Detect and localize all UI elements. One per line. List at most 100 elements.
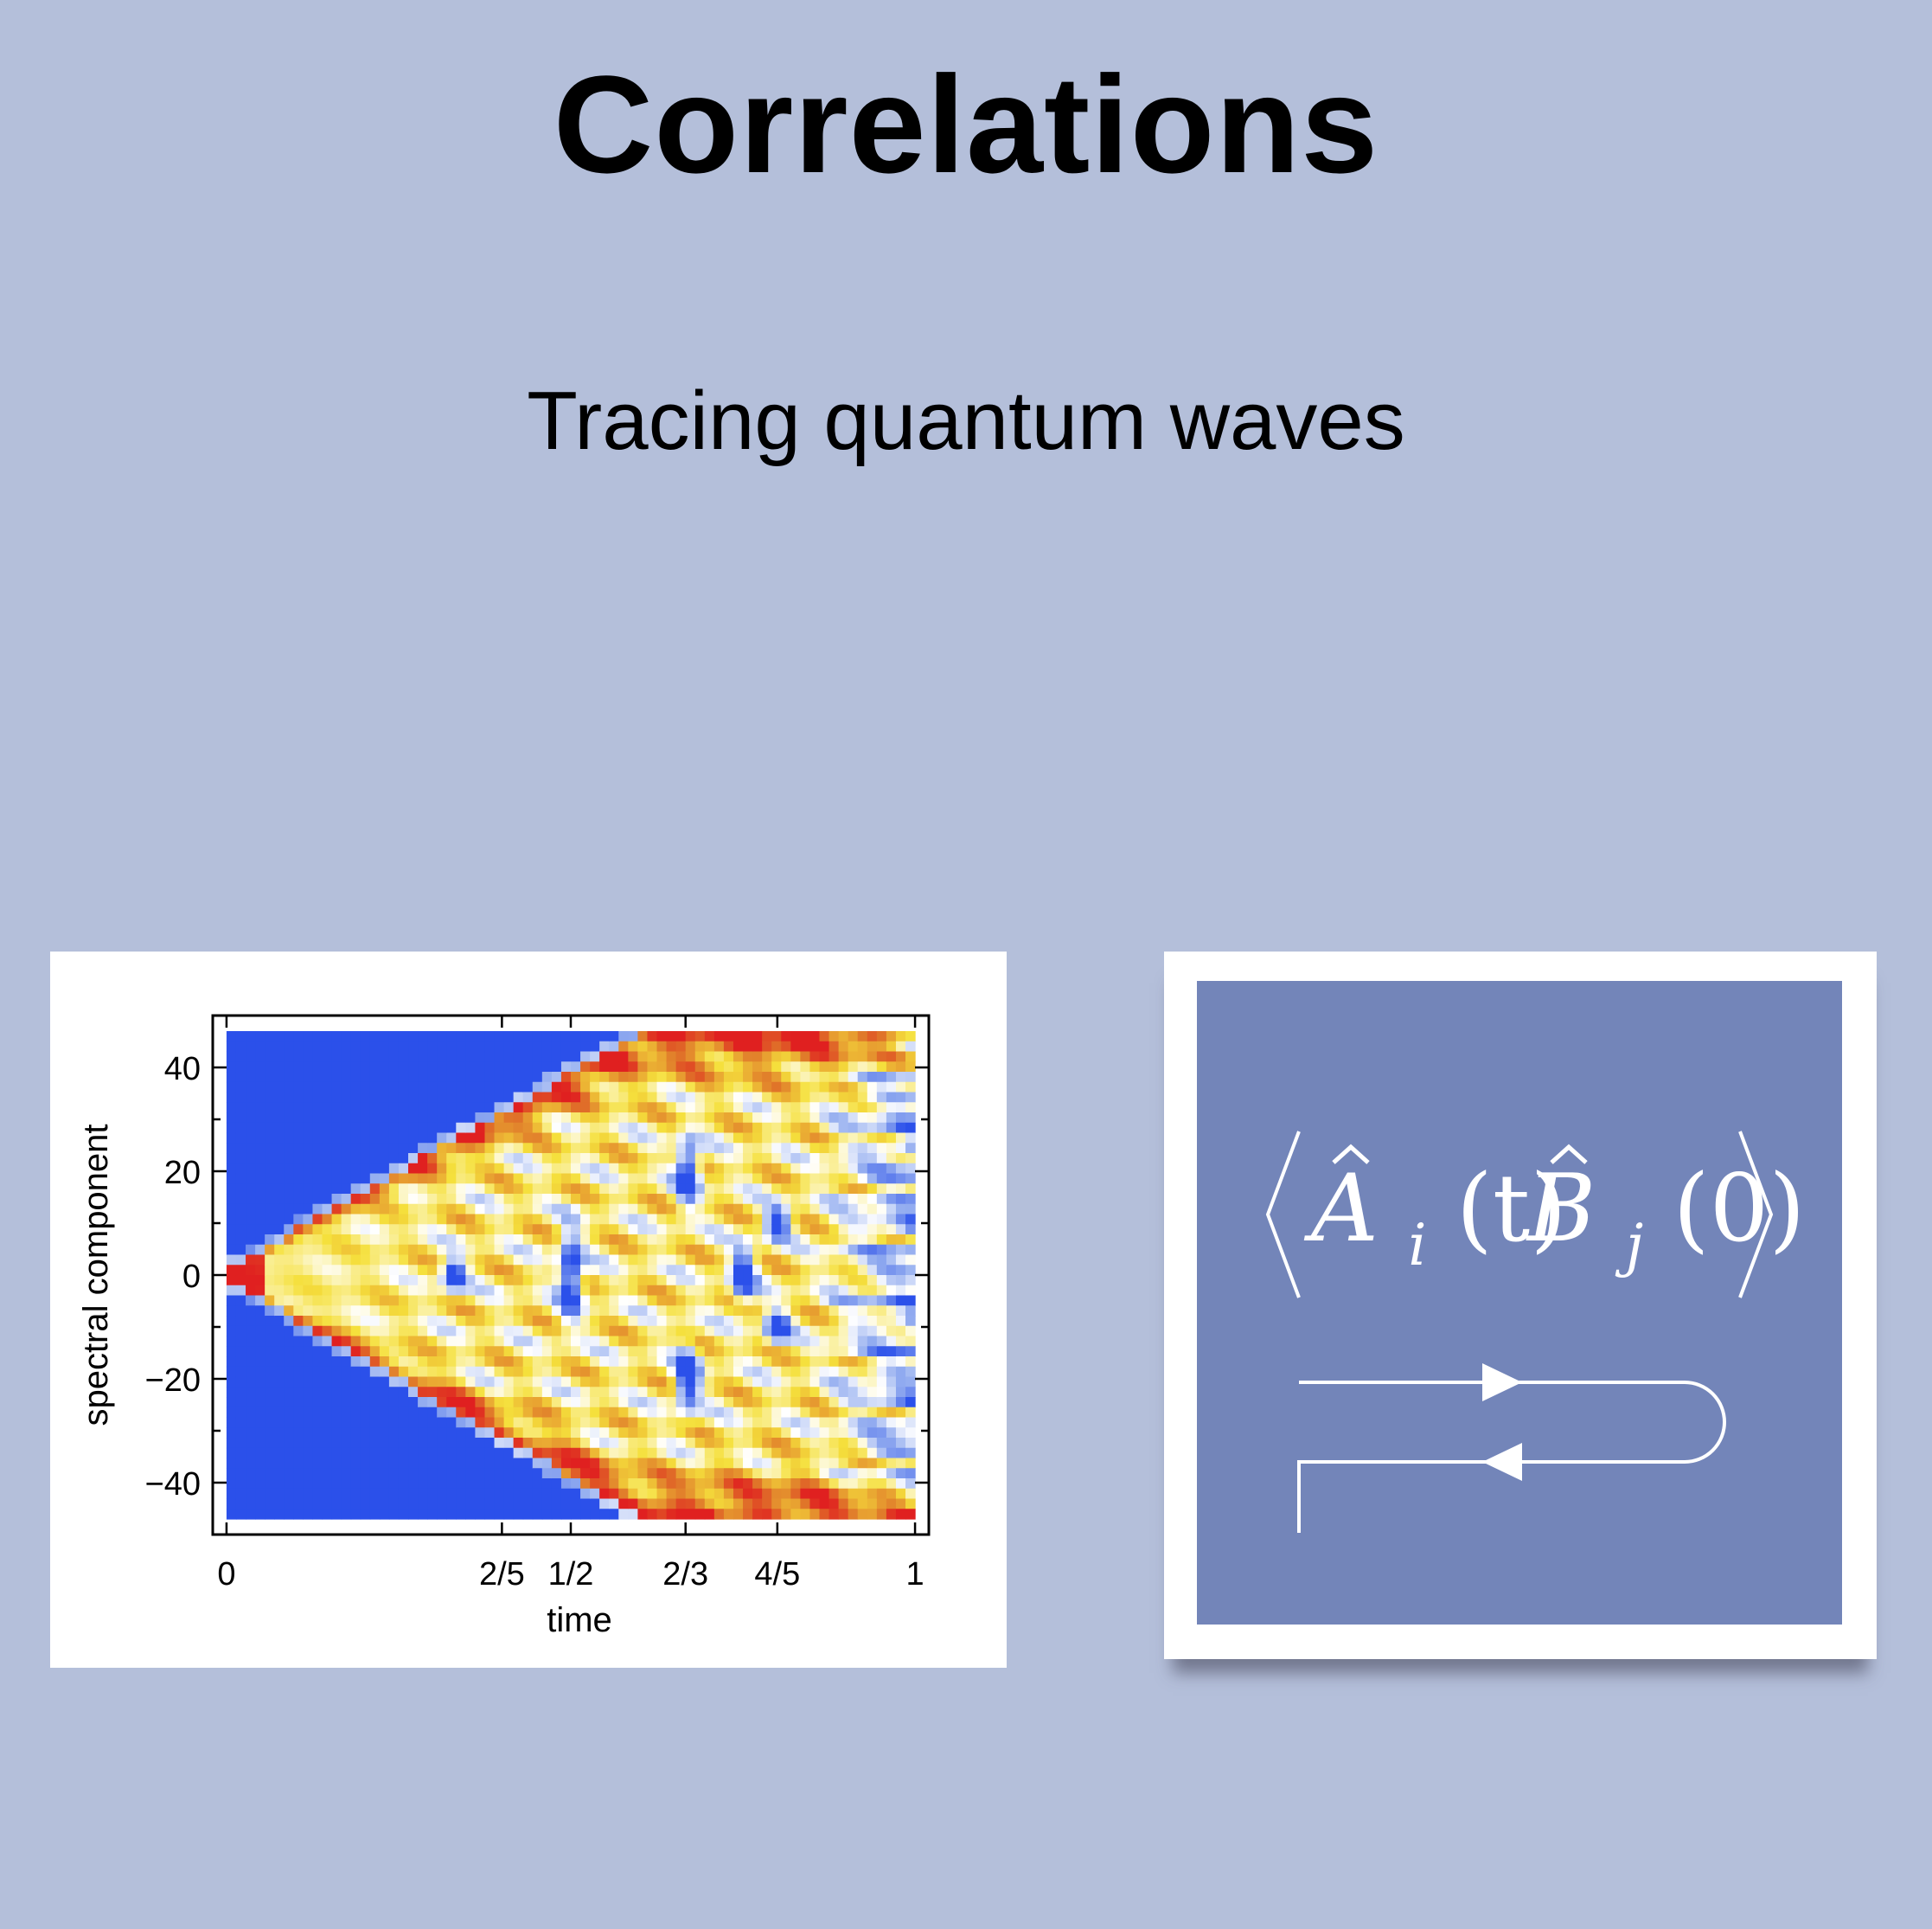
heatmap-cell — [905, 1112, 916, 1124]
heatmap-cell — [590, 1183, 600, 1195]
heatmap-cell — [503, 1397, 515, 1408]
heatmap-cell — [532, 1366, 543, 1378]
heatmap-cell — [408, 1203, 419, 1215]
heatmap-cell — [809, 1305, 821, 1317]
heatmap-cell — [408, 1234, 419, 1246]
heatmap-cell — [560, 1102, 572, 1113]
heatmap-cell — [723, 1031, 734, 1042]
heatmap-cell — [284, 1061, 294, 1073]
heatmap-cell — [341, 1214, 352, 1225]
heatmap-cell — [637, 1254, 649, 1266]
heatmap-cell — [905, 1438, 916, 1449]
heatmap-cell — [571, 1316, 581, 1327]
heatmap-cell — [895, 1132, 906, 1144]
heatmap-cell — [694, 1122, 706, 1134]
heatmap-cell — [704, 1417, 715, 1428]
heatmap-cell — [675, 1447, 687, 1459]
heatmap-cell — [437, 1183, 447, 1195]
heatmap-cell — [408, 1356, 419, 1368]
heatmap-cell — [637, 1153, 649, 1164]
heatmap-cell — [666, 1447, 677, 1459]
heatmap-cell — [350, 1366, 361, 1378]
heatmap-cell — [809, 1072, 821, 1083]
heatmap-cell — [312, 1122, 323, 1134]
heatmap-cell — [666, 1224, 677, 1235]
heatmap-cell — [609, 1498, 619, 1509]
heatmap-cell — [235, 1366, 246, 1378]
heatmap-cell — [618, 1102, 629, 1113]
heatmap-cell — [541, 1102, 553, 1113]
heatmap-cell — [704, 1438, 715, 1449]
heatmap-cell — [541, 1346, 553, 1357]
heatmap-cell — [685, 1447, 696, 1459]
heatmap-cell — [503, 1295, 515, 1306]
heatmap-cell — [427, 1143, 438, 1154]
heatmap-cell — [322, 1376, 333, 1387]
heatmap-cell — [704, 1285, 715, 1297]
heatmap-cell — [809, 1153, 821, 1164]
heatmap-cell — [398, 1376, 409, 1387]
heatmap-cell — [235, 1254, 246, 1266]
heatmap-cell — [265, 1346, 275, 1357]
heatmap-cell — [809, 1509, 821, 1520]
heatmap-cell — [628, 1234, 639, 1246]
heatmap-cell — [656, 1325, 668, 1337]
heatmap-cell — [532, 1194, 543, 1205]
heatmap-cell — [226, 1254, 237, 1266]
heatmap-cell — [790, 1092, 801, 1103]
heatmap-cell — [905, 1041, 916, 1053]
heatmap-cell — [637, 1122, 649, 1134]
heatmap-cell — [331, 1031, 342, 1042]
heatmap-cell — [905, 1407, 916, 1419]
heatmap-cell — [886, 1143, 897, 1154]
heatmap-cell — [637, 1112, 649, 1124]
heatmap-cell — [647, 1447, 658, 1459]
heatmap-cell — [312, 1478, 323, 1490]
heatmap-cell — [522, 1173, 534, 1184]
heatmap-cell — [743, 1509, 753, 1520]
heatmap-cell — [713, 1295, 725, 1306]
heatmap-cell — [484, 1244, 496, 1256]
heatmap-cell — [886, 1244, 897, 1256]
heatmap-cell — [905, 1143, 916, 1154]
heatmap-cell — [752, 1254, 763, 1266]
heatmap-cell — [398, 1366, 409, 1378]
heatmap-cell — [781, 1447, 791, 1459]
heatmap-cell — [781, 1356, 791, 1368]
heatmap-cell — [246, 1254, 256, 1266]
heatmap-cell — [312, 1285, 323, 1297]
heatmap-cell — [628, 1275, 639, 1286]
heatmap-cell — [369, 1163, 381, 1175]
heatmap-cell — [790, 1447, 801, 1459]
heatmap-cell — [781, 1478, 791, 1490]
heatmap-cell — [494, 1488, 505, 1500]
heatmap-cell — [637, 1407, 649, 1419]
heatmap-cell — [819, 1458, 830, 1469]
heatmap-cell — [838, 1285, 849, 1297]
heatmap-cell — [618, 1122, 629, 1134]
heatmap-cell — [723, 1254, 734, 1266]
heatmap-cell — [379, 1132, 390, 1144]
heatmap-cell — [388, 1417, 400, 1428]
heatmap-cell — [246, 1285, 256, 1297]
heatmap-cell — [503, 1387, 515, 1398]
heatmap-cell — [226, 1183, 237, 1195]
heatmap-cell — [293, 1183, 304, 1195]
heatmap-cell — [398, 1234, 409, 1246]
heatmap-cell — [637, 1346, 649, 1357]
heatmap-cell — [522, 1305, 534, 1317]
heatmap-cell — [656, 1051, 668, 1062]
heatmap-cell — [905, 1163, 916, 1175]
heatmap-cell — [876, 1468, 887, 1479]
heatmap-cell — [475, 1346, 486, 1357]
heatmap-cell — [713, 1031, 725, 1042]
heatmap-cell — [590, 1387, 600, 1398]
heatmap-cell — [571, 1468, 581, 1479]
heatmap-cell — [388, 1081, 400, 1093]
heatmap-cell — [465, 1438, 477, 1449]
heatmap-cell — [704, 1316, 715, 1327]
heatmap-cell — [235, 1092, 246, 1103]
heatmap-cell — [331, 1163, 342, 1175]
heatmap-cell — [235, 1081, 246, 1093]
